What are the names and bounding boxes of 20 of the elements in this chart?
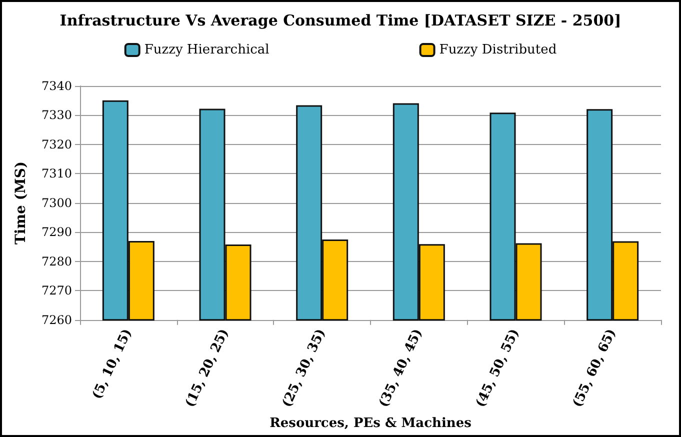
- y-tick-label: 7340: [41, 79, 72, 93]
- y-tick-label: 7330: [41, 108, 72, 122]
- x-tick-label: (35, 40, 45): [376, 326, 426, 410]
- x-tick-label: (45, 50, 55): [473, 326, 523, 410]
- legend-label: Fuzzy Distributed: [439, 42, 557, 58]
- y-tick-label: 7320: [41, 137, 72, 152]
- y-axis-title: Time (MS): [13, 161, 29, 245]
- x-tick-label: (55, 60, 65): [570, 326, 620, 410]
- legend-label: Fuzzy Hierarchical: [144, 42, 270, 58]
- y-tick-label: 7270: [41, 284, 72, 298]
- chart-title: Infrastructure Vs Average Consumed Time [DATASET SIZE - 2500]: [60, 12, 622, 30]
- x-tick-label: (15, 20, 25): [182, 326, 232, 410]
- y-tick-label: 7310: [41, 166, 72, 181]
- x-tick-label: (25, 30, 35): [280, 326, 329, 410]
- y-tick-label: 7280: [41, 254, 72, 268]
- y-tick-label: 7290: [41, 225, 72, 240]
- x-axis-title: Resources, PEs & Machines: [270, 416, 472, 431]
- y-tick-label: 7260: [41, 312, 72, 327]
- x-tick-label: (5, 10, 15): [90, 326, 136, 402]
- y-tick-label: 7300: [41, 196, 72, 210]
